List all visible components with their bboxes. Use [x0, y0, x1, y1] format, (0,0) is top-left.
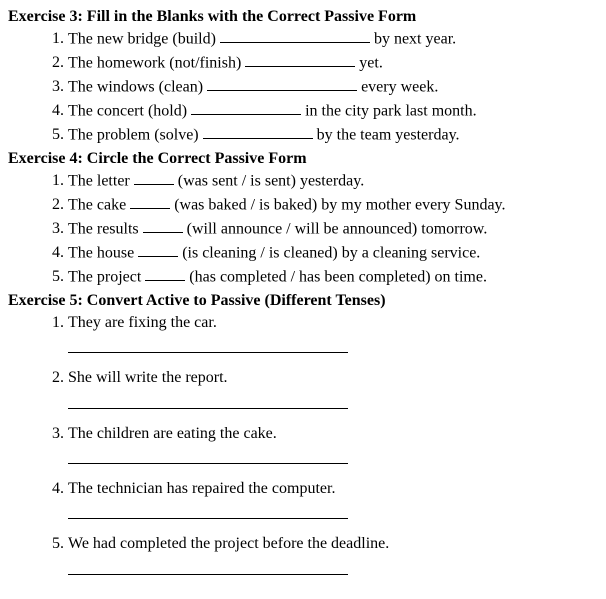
- fill-blank[interactable]: [138, 242, 178, 257]
- question-text-pre: The results: [68, 220, 143, 237]
- fill-blank[interactable]: [207, 76, 357, 91]
- question-text-pre: The cake: [68, 196, 130, 213]
- exercise-3-item: The homework (not/finish) yet.: [68, 52, 598, 74]
- page: Exercise 3: Fill in the Blanks with the …: [0, 0, 606, 599]
- question-text-post: (will announce / will be announced) tomo…: [183, 220, 488, 237]
- exercise-5-item: The technician has repaired the computer…: [68, 478, 598, 519]
- question-text-pre: The windows (clean): [68, 78, 207, 95]
- fill-blank[interactable]: [145, 266, 185, 281]
- exercise-5-title: Exercise 5: Convert Active to Passive (D…: [8, 292, 598, 310]
- answer-line[interactable]: [68, 502, 348, 520]
- exercise-4-item: The cake (was baked / is baked) by my mo…: [68, 194, 598, 216]
- question-text-pre: The concert (hold): [68, 102, 191, 119]
- fill-blank[interactable]: [143, 218, 183, 233]
- question-text-pre: The house: [68, 244, 138, 261]
- exercise-4-title: Exercise 4: Circle the Correct Passive F…: [8, 150, 598, 168]
- question-text-post: (has completed / has been completed) on …: [185, 268, 487, 285]
- answer-line[interactable]: [68, 557, 348, 575]
- question-text-pre: The new bridge (build): [68, 30, 220, 47]
- exercise-5-item: She will write the report.: [68, 367, 598, 408]
- question-text-pre: The letter: [68, 172, 134, 189]
- question-text: They are fixing the car.: [68, 314, 217, 331]
- exercise-3-item: The concert (hold) in the city park last…: [68, 100, 598, 122]
- exercise-4-item: The letter (was sent / is sent) yesterda…: [68, 170, 598, 192]
- fill-blank[interactable]: [245, 52, 355, 67]
- question-text: The children are eating the cake.: [68, 425, 277, 442]
- exercise-4-item: The results (will announce / will be ann…: [68, 218, 598, 240]
- exercise-3-title: Exercise 3: Fill in the Blanks with the …: [8, 8, 598, 26]
- question-text-post: every week.: [357, 78, 438, 95]
- answer-line[interactable]: [68, 335, 348, 353]
- exercise-5-list: They are fixing the car. She will write …: [8, 312, 598, 575]
- exercise-3-item: The windows (clean) every week.: [68, 76, 598, 98]
- fill-blank[interactable]: [130, 194, 170, 209]
- exercise-5-item: They are fixing the car.: [68, 312, 598, 353]
- question-text-post: yet.: [355, 54, 383, 71]
- exercise-5-item: We had completed the project before the …: [68, 533, 598, 574]
- question-text: The technician has repaired the computer…: [68, 480, 335, 497]
- question-text-pre: The project: [68, 268, 145, 285]
- exercise-4-item: The house (is cleaning / is cleaned) by …: [68, 242, 598, 264]
- fill-blank[interactable]: [191, 100, 301, 115]
- answer-line[interactable]: [68, 446, 348, 464]
- fill-blank[interactable]: [134, 170, 174, 185]
- exercise-5-item: The children are eating the cake.: [68, 423, 598, 464]
- exercise-3-list: The new bridge (build) by next year. The…: [8, 28, 598, 146]
- question-text: We had completed the project before the …: [68, 535, 389, 552]
- question-text-post: (is cleaning / is cleaned) by a cleaning…: [178, 244, 480, 261]
- question-text-pre: The problem (solve): [68, 126, 203, 143]
- question-text-post: (was sent / is sent) yesterday.: [174, 172, 364, 189]
- fill-blank[interactable]: [203, 124, 313, 139]
- exercise-3-item: The new bridge (build) by next year.: [68, 28, 598, 50]
- question-text-pre: The homework (not/finish): [68, 54, 245, 71]
- question-text: She will write the report.: [68, 369, 228, 386]
- answer-line[interactable]: [68, 391, 348, 409]
- question-text-post: (was baked / is baked) by my mother ever…: [170, 196, 505, 213]
- exercise-4-list: The letter (was sent / is sent) yesterda…: [8, 170, 598, 288]
- question-text-post: in the city park last month.: [301, 102, 477, 119]
- question-text-post: by the team yesterday.: [313, 126, 460, 143]
- fill-blank[interactable]: [220, 28, 370, 43]
- exercise-3-item: The problem (solve) by the team yesterda…: [68, 124, 598, 146]
- question-text-post: by next year.: [370, 30, 456, 47]
- exercise-4-item: The project (has completed / has been co…: [68, 266, 598, 288]
